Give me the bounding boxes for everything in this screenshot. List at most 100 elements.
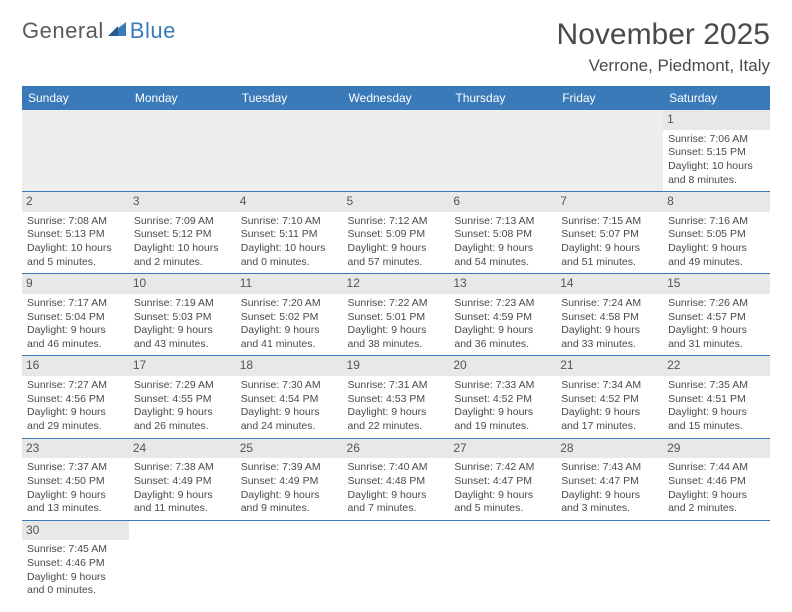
sunrise-text: Sunrise: 7:43 AM <box>561 461 658 475</box>
weekday-header: Friday <box>556 86 663 110</box>
calendar-day-cell <box>236 520 343 602</box>
day-number: 12 <box>343 274 450 294</box>
calendar-day-cell: 16Sunrise: 7:27 AMSunset: 4:56 PMDayligh… <box>22 356 129 438</box>
calendar-day-cell: 15Sunrise: 7:26 AMSunset: 4:57 PMDayligh… <box>663 274 770 356</box>
daylight-text: Daylight: 10 hours and 2 minutes. <box>134 242 231 269</box>
sunset-text: Sunset: 4:52 PM <box>454 393 551 407</box>
sunset-text: Sunset: 4:55 PM <box>134 393 231 407</box>
sunrise-text: Sunrise: 7:15 AM <box>561 215 658 229</box>
daylight-text: Daylight: 9 hours and 26 minutes. <box>134 406 231 433</box>
sunset-text: Sunset: 4:52 PM <box>561 393 658 407</box>
calendar-day-cell <box>236 110 343 192</box>
sunrise-text: Sunrise: 7:34 AM <box>561 379 658 393</box>
weekday-header: Tuesday <box>236 86 343 110</box>
sunrise-text: Sunrise: 7:26 AM <box>668 297 765 311</box>
sunset-text: Sunset: 5:01 PM <box>348 311 445 325</box>
weekday-header: Wednesday <box>343 86 450 110</box>
sunset-text: Sunset: 5:04 PM <box>27 311 124 325</box>
calendar-day-cell: 26Sunrise: 7:40 AMSunset: 4:48 PMDayligh… <box>343 438 450 520</box>
calendar-day-cell <box>343 520 450 602</box>
weekday-header-row: Sunday Monday Tuesday Wednesday Thursday… <box>22 86 770 110</box>
sunrise-text: Sunrise: 7:09 AM <box>134 215 231 229</box>
day-number: 17 <box>129 356 236 376</box>
month-title: November 2025 <box>557 18 770 52</box>
sunrise-text: Sunrise: 7:35 AM <box>668 379 765 393</box>
day-number: 13 <box>449 274 556 294</box>
calendar-day-cell: 24Sunrise: 7:38 AMSunset: 4:49 PMDayligh… <box>129 438 236 520</box>
sunrise-text: Sunrise: 7:30 AM <box>241 379 338 393</box>
daylight-text: Daylight: 9 hours and 13 minutes. <box>27 489 124 516</box>
day-number: 28 <box>556 439 663 459</box>
day-number: 18 <box>236 356 343 376</box>
sunset-text: Sunset: 5:03 PM <box>134 311 231 325</box>
calendar-day-cell: 12Sunrise: 7:22 AMSunset: 5:01 PMDayligh… <box>343 274 450 356</box>
sunset-text: Sunset: 4:46 PM <box>668 475 765 489</box>
daylight-text: Daylight: 9 hours and 7 minutes. <box>348 489 445 516</box>
calendar-day-cell: 17Sunrise: 7:29 AMSunset: 4:55 PMDayligh… <box>129 356 236 438</box>
day-number: 1 <box>663 110 770 130</box>
sunrise-text: Sunrise: 7:08 AM <box>27 215 124 229</box>
daylight-text: Daylight: 9 hours and 15 minutes. <box>668 406 765 433</box>
day-number: 14 <box>556 274 663 294</box>
daylight-text: Daylight: 9 hours and 3 minutes. <box>561 489 658 516</box>
calendar-day-cell: 1Sunrise: 7:06 AMSunset: 5:15 PMDaylight… <box>663 110 770 192</box>
sunset-text: Sunset: 4:56 PM <box>27 393 124 407</box>
logo-text-a: General <box>22 18 104 44</box>
calendar-day-cell <box>129 110 236 192</box>
sunrise-text: Sunrise: 7:17 AM <box>27 297 124 311</box>
sunset-text: Sunset: 5:08 PM <box>454 228 551 242</box>
calendar-day-cell: 4Sunrise: 7:10 AMSunset: 5:11 PMDaylight… <box>236 192 343 274</box>
day-number: 10 <box>129 274 236 294</box>
daylight-text: Daylight: 9 hours and 33 minutes. <box>561 324 658 351</box>
day-number: 29 <box>663 439 770 459</box>
sunrise-text: Sunrise: 7:24 AM <box>561 297 658 311</box>
page-header: General Blue November 2025 Verrone, Pied… <box>22 18 770 76</box>
day-number: 16 <box>22 356 129 376</box>
sunrise-text: Sunrise: 7:40 AM <box>348 461 445 475</box>
sunset-text: Sunset: 5:13 PM <box>27 228 124 242</box>
sunrise-text: Sunrise: 7:31 AM <box>348 379 445 393</box>
day-number: 19 <box>343 356 450 376</box>
daylight-text: Daylight: 9 hours and 17 minutes. <box>561 406 658 433</box>
day-number: 8 <box>663 192 770 212</box>
logo-text-b: Blue <box>130 18 176 44</box>
daylight-text: Daylight: 9 hours and 49 minutes. <box>668 242 765 269</box>
calendar-day-cell: 23Sunrise: 7:37 AMSunset: 4:50 PMDayligh… <box>22 438 129 520</box>
sunset-text: Sunset: 5:11 PM <box>241 228 338 242</box>
day-number: 9 <box>22 274 129 294</box>
day-number: 7 <box>556 192 663 212</box>
calendar-day-cell: 2Sunrise: 7:08 AMSunset: 5:13 PMDaylight… <box>22 192 129 274</box>
daylight-text: Daylight: 9 hours and 19 minutes. <box>454 406 551 433</box>
day-number: 5 <box>343 192 450 212</box>
sunset-text: Sunset: 5:05 PM <box>668 228 765 242</box>
calendar-day-cell <box>22 110 129 192</box>
calendar-day-cell: 22Sunrise: 7:35 AMSunset: 4:51 PMDayligh… <box>663 356 770 438</box>
calendar-day-cell: 9 Sunrise: 7:17 AMSunset: 5:04 PMDaylight… <box>22 274 129 356</box>
sunset-text: Sunset: 4:58 PM <box>561 311 658 325</box>
weekday-header: Thursday <box>449 86 556 110</box>
calendar-day-cell: 13Sunrise: 7:23 AMSunset: 4:59 PMDayligh… <box>449 274 556 356</box>
daylight-text: Daylight: 9 hours and 43 minutes. <box>134 324 231 351</box>
sunset-text: Sunset: 4:59 PM <box>454 311 551 325</box>
calendar-week-row: 2Sunrise: 7:08 AMSunset: 5:13 PMDaylight… <box>22 192 770 274</box>
calendar-day-cell <box>556 520 663 602</box>
sunrise-text: Sunrise: 7:10 AM <box>241 215 338 229</box>
day-number: 30 <box>22 521 129 541</box>
sunrise-text: Sunrise: 7:44 AM <box>668 461 765 475</box>
calendar-day-cell <box>663 520 770 602</box>
daylight-text: Daylight: 9 hours and 46 minutes. <box>27 324 124 351</box>
sunrise-text: Sunrise: 7:38 AM <box>134 461 231 475</box>
day-number: 26 <box>343 439 450 459</box>
calendar-day-cell: 30Sunrise: 7:45 AMSunset: 4:46 PMDayligh… <box>22 520 129 602</box>
calendar-day-cell: 21Sunrise: 7:34 AMSunset: 4:52 PMDayligh… <box>556 356 663 438</box>
sunrise-text: Sunrise: 7:23 AM <box>454 297 551 311</box>
calendar-day-cell: 19Sunrise: 7:31 AMSunset: 4:53 PMDayligh… <box>343 356 450 438</box>
sunrise-text: Sunrise: 7:22 AM <box>348 297 445 311</box>
calendar-day-cell: 27Sunrise: 7:42 AMSunset: 4:47 PMDayligh… <box>449 438 556 520</box>
calendar-week-row: 9Sunrise: 7:17 AMSunset: 5:04 PMDaylight… <box>22 274 770 356</box>
day-number: 20 <box>449 356 556 376</box>
sunset-text: Sunset: 4:46 PM <box>27 557 124 571</box>
calendar-table: Sunday Monday Tuesday Wednesday Thursday… <box>22 86 770 602</box>
calendar-day-cell <box>129 520 236 602</box>
sunset-text: Sunset: 5:12 PM <box>134 228 231 242</box>
